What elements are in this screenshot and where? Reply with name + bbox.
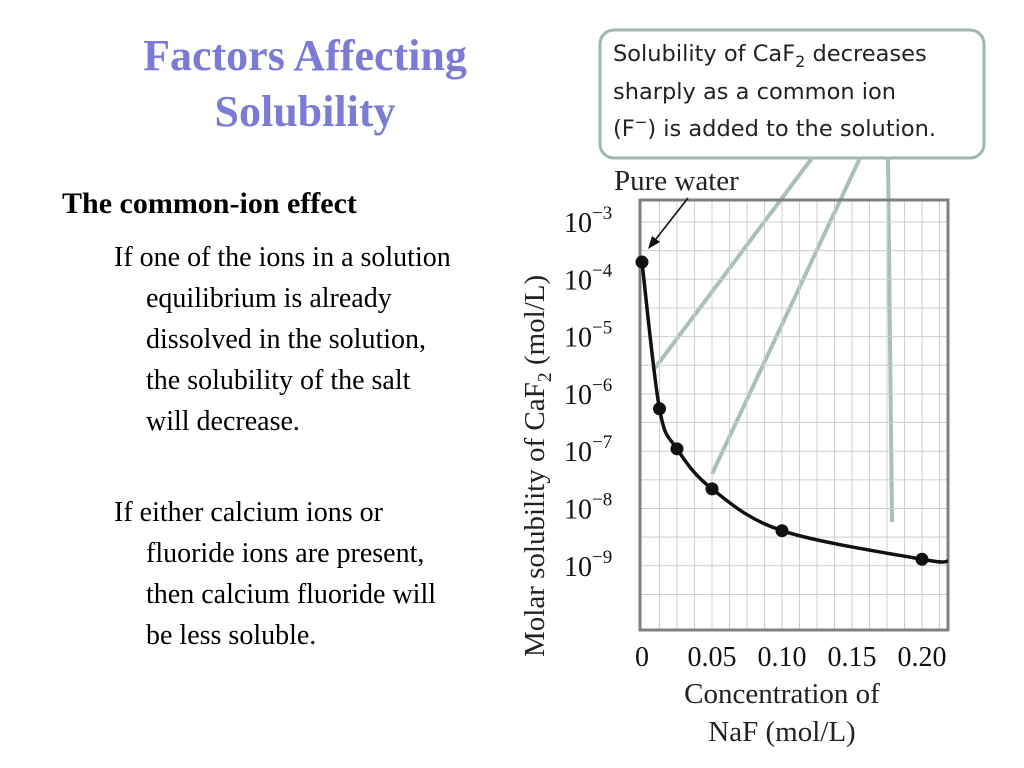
bullet-paragraph-2: If either calcium ions or fluoride ions … xyxy=(114,497,437,651)
y-tick-label: 10−8 xyxy=(564,490,612,526)
callout-pointers xyxy=(653,156,894,523)
y-tick-label: 10−7 xyxy=(564,432,612,468)
x-tick-label: 0.05 xyxy=(688,642,737,673)
y-tick-label: 10−6 xyxy=(564,375,612,411)
x-tick-label: 0 xyxy=(635,642,649,673)
x-axis-label-line1: Concentration of xyxy=(684,678,880,710)
data-points xyxy=(635,255,929,566)
slide-title: Factors Affecting Solubility xyxy=(60,28,550,140)
data-point-2 xyxy=(670,442,684,456)
y-tick-label: 10−5 xyxy=(564,318,612,354)
slide-title-line2: Solubility xyxy=(214,87,396,136)
callout-pointer-2 xyxy=(710,157,862,475)
pure-water-arrow xyxy=(651,197,689,245)
callout-pointer-1 xyxy=(653,156,814,370)
callout: Solubility of CaF2 decreases sharply as … xyxy=(598,28,986,160)
data-point-1 xyxy=(653,402,666,416)
x-tick-label: 0.20 xyxy=(898,642,947,673)
callout-box xyxy=(598,28,986,160)
y-tick-label: 10−9 xyxy=(564,547,612,583)
x-tick-label: 0.15 xyxy=(828,642,877,673)
x-tick-labels: 0 0.05 0.10 0.15 0.20 xyxy=(635,642,947,673)
solubility-curve xyxy=(640,261,949,564)
data-point-3 xyxy=(705,482,719,496)
slide-title-line1: Factors Affecting xyxy=(143,31,467,80)
data-point-4 xyxy=(775,524,789,538)
data-point-0 xyxy=(635,255,649,269)
x-tick-label: 0.10 xyxy=(758,642,807,673)
y-tick-label: 10−3 xyxy=(564,203,612,239)
y-tick-label: 10−4 xyxy=(564,260,613,296)
chart-grid xyxy=(640,200,948,630)
bullet-paragraph-1: If one of the ions in a solution equilib… xyxy=(114,242,451,437)
section-heading: The common-ion effect xyxy=(62,187,357,220)
pure-water-arrowhead xyxy=(648,236,660,249)
callout-line-1: Solubility of CaF2 decreases xyxy=(613,41,927,71)
callout-pointer-3 xyxy=(886,157,894,523)
pure-water-annotation: Pure water xyxy=(614,165,739,197)
y-tick-labels: 10−3 10−4 10−5 10−6 10−7 10−8 10−9 xyxy=(564,203,613,583)
plot-frame xyxy=(638,198,950,632)
callout-line-2: sharply as a common ion xyxy=(613,79,896,105)
y-axis-label: Molar solubility of CaF2 (mol/L) xyxy=(519,275,556,657)
callout-line-3: (F−) is added to the solution. xyxy=(613,113,936,142)
data-point-5 xyxy=(915,552,929,566)
x-axis-label-line2: NaF (mol/L) xyxy=(708,716,855,748)
